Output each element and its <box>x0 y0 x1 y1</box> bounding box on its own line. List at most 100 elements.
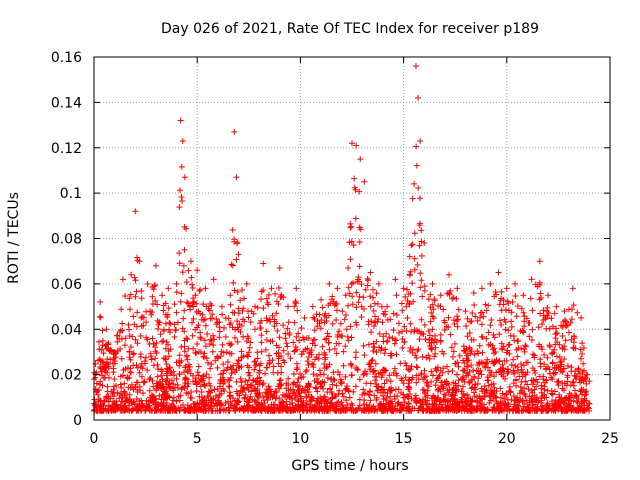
noise-point <box>273 298 280 305</box>
data-point <box>233 174 240 181</box>
noise-point <box>100 350 107 357</box>
noise-point <box>162 300 169 307</box>
noise-point <box>398 377 405 384</box>
data-point <box>495 269 502 276</box>
noise-point <box>482 390 489 397</box>
noise-point <box>316 311 323 318</box>
noise-point <box>574 309 581 316</box>
noise-point <box>418 316 425 323</box>
noise-point <box>449 392 456 399</box>
noise-point <box>250 377 257 384</box>
noise-point <box>568 306 575 313</box>
noise-point <box>538 389 545 396</box>
noise-point <box>247 319 254 326</box>
noise-point <box>146 407 153 414</box>
y-tick-label: 0.02 <box>51 368 82 384</box>
noise-point <box>372 360 379 367</box>
noise-point <box>184 356 191 363</box>
noise-point <box>254 349 261 356</box>
noise-point <box>544 304 551 311</box>
noise-point <box>348 223 355 230</box>
noise-point <box>159 376 166 383</box>
noise-point <box>127 356 134 363</box>
noise-point <box>411 266 418 273</box>
noise-point <box>513 376 520 383</box>
noise-point <box>287 355 294 362</box>
noise-point <box>252 362 259 369</box>
noise-point <box>409 195 416 202</box>
noise-point <box>317 325 324 332</box>
noise-point <box>564 372 571 379</box>
noise-point <box>306 350 313 357</box>
noise-point <box>488 381 495 388</box>
noise-point <box>204 393 211 400</box>
noise-point <box>138 295 145 302</box>
noise-point <box>347 256 354 263</box>
noise-point <box>366 402 373 409</box>
noise-point <box>370 340 377 347</box>
noise-point <box>215 399 222 406</box>
noise-point <box>138 397 145 404</box>
noise-point <box>505 300 512 307</box>
noise-point <box>450 294 457 301</box>
noise-point <box>461 347 468 354</box>
noise-point <box>365 277 372 284</box>
noise-point <box>293 300 300 307</box>
noise-point <box>373 396 380 403</box>
noise-point <box>416 220 423 227</box>
noise-point <box>347 404 354 411</box>
noise-point <box>528 387 535 394</box>
noise-point <box>487 371 494 378</box>
data-point <box>349 140 355 147</box>
noise-point <box>537 310 544 317</box>
noise-point <box>196 287 203 294</box>
noise-point <box>464 315 471 322</box>
noise-point <box>122 335 129 342</box>
noise-point <box>393 372 400 379</box>
y-tick-label: 0.12 <box>51 141 82 157</box>
noise-point <box>451 317 458 324</box>
noise-point <box>554 353 561 360</box>
noise-point <box>567 319 574 326</box>
noise-point <box>437 397 444 404</box>
noise-point <box>502 326 509 333</box>
noise-point <box>304 358 311 365</box>
noise-point <box>259 393 266 400</box>
noise-point <box>522 378 529 385</box>
noise-point <box>241 394 248 401</box>
noise-point <box>520 329 527 336</box>
noise-point <box>545 309 552 316</box>
noise-point <box>171 301 178 308</box>
noise-point <box>441 327 448 334</box>
noise-point <box>210 342 217 349</box>
noise-point <box>340 393 347 400</box>
noise-point <box>511 401 518 408</box>
noise-point <box>507 383 514 390</box>
noise-point <box>193 388 200 395</box>
noise-point <box>373 338 380 345</box>
x-tick-label: 25 <box>601 431 619 447</box>
noise-point <box>231 397 238 404</box>
noise-point <box>471 373 478 380</box>
noise-point <box>522 342 529 349</box>
noise-point <box>285 350 292 357</box>
noise-point <box>519 397 526 404</box>
noise-point <box>466 368 473 375</box>
noise-point <box>166 364 173 371</box>
noise-point <box>310 337 317 344</box>
noise-point <box>480 313 487 320</box>
noise-point <box>478 333 485 340</box>
noise-point <box>540 307 547 314</box>
noise-point <box>176 362 183 369</box>
data-point <box>159 292 166 299</box>
noise-point <box>207 300 214 307</box>
noise-point <box>103 341 110 348</box>
noise-point <box>505 327 512 334</box>
noise-point <box>227 363 234 370</box>
y-tick-label: 0 <box>73 413 82 429</box>
data-point <box>103 326 110 333</box>
noise-point <box>326 404 333 411</box>
noise-point <box>400 391 407 398</box>
noise-point <box>407 320 414 327</box>
noise-point <box>353 365 360 372</box>
